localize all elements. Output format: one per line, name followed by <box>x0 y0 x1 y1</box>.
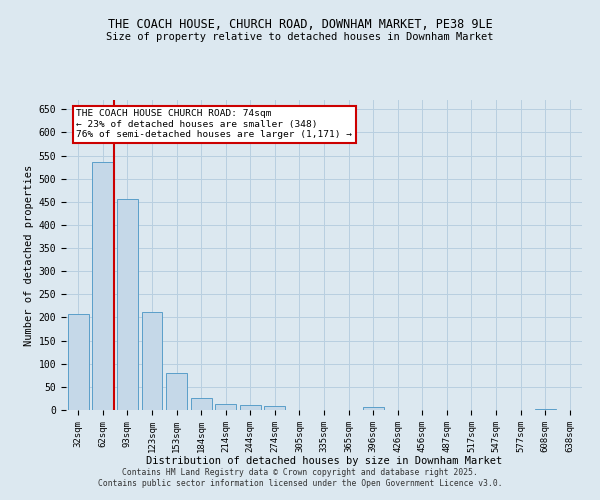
Bar <box>142 312 163 410</box>
Text: THE COACH HOUSE, CHURCH ROAD, DOWNHAM MARKET, PE38 9LE: THE COACH HOUSE, CHURCH ROAD, DOWNHAM MA… <box>107 18 493 30</box>
Text: Contains HM Land Registry data © Crown copyright and database right 2025.
Contai: Contains HM Land Registry data © Crown c… <box>98 468 502 487</box>
Bar <box>117 200 138 410</box>
Bar <box>362 407 383 410</box>
Bar <box>240 405 261 410</box>
Bar <box>265 406 286 410</box>
X-axis label: Distribution of detached houses by size in Downham Market: Distribution of detached houses by size … <box>146 456 502 466</box>
Bar <box>166 373 187 410</box>
Bar <box>68 314 89 410</box>
Bar <box>191 398 212 410</box>
Bar <box>535 408 556 410</box>
Text: THE COACH HOUSE CHURCH ROAD: 74sqm
← 23% of detached houses are smaller (348)
76: THE COACH HOUSE CHURCH ROAD: 74sqm ← 23%… <box>76 110 352 139</box>
Bar <box>215 404 236 410</box>
Text: Size of property relative to detached houses in Downham Market: Size of property relative to detached ho… <box>106 32 494 42</box>
Bar <box>92 162 113 410</box>
Y-axis label: Number of detached properties: Number of detached properties <box>25 164 34 346</box>
